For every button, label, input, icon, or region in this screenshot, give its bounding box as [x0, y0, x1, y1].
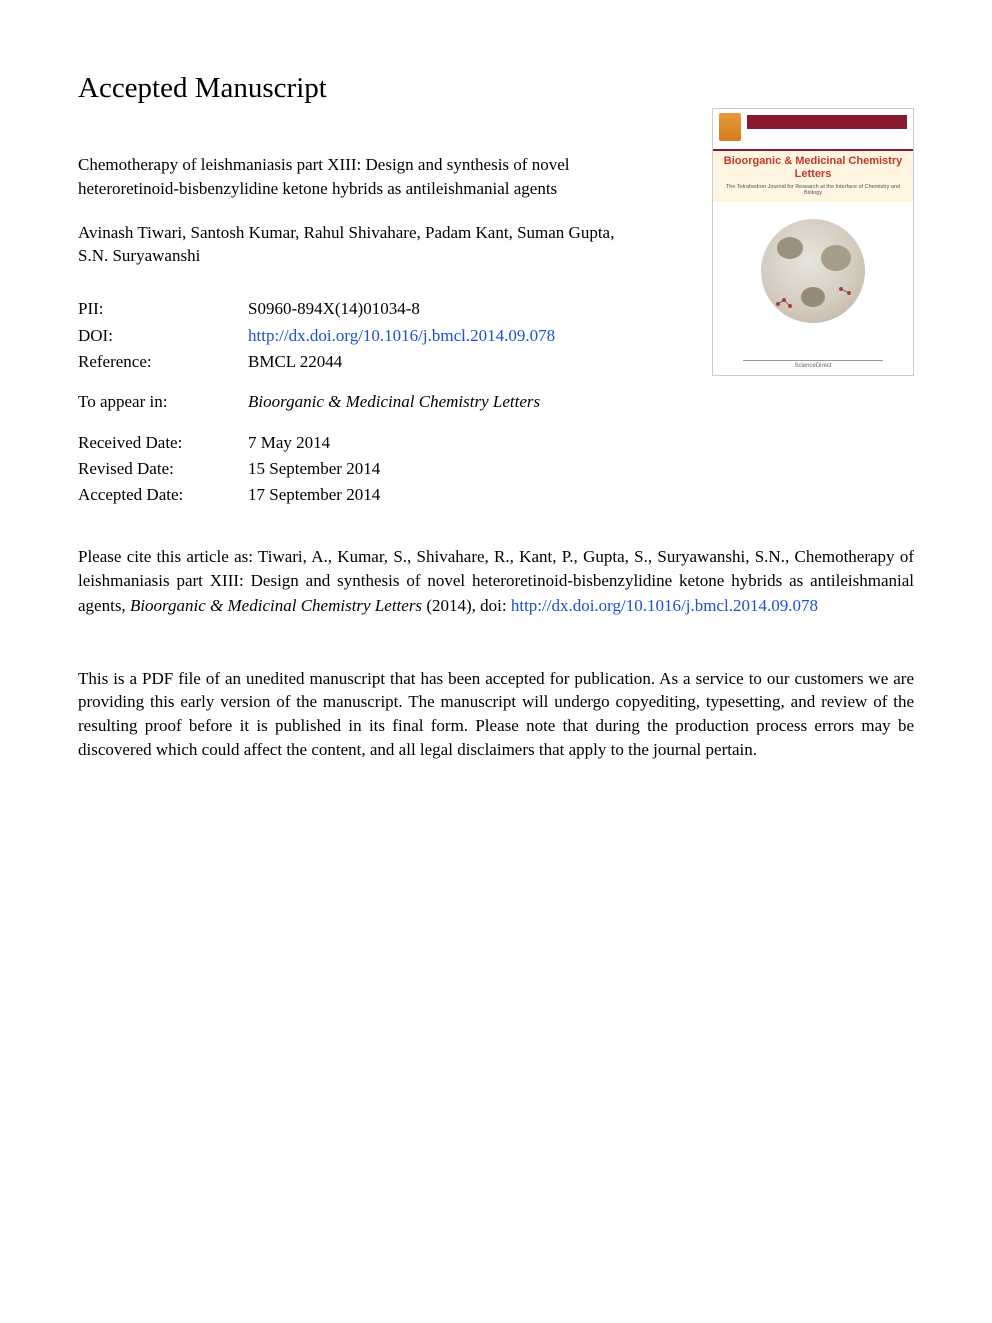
cover-footer: ScienceDirect	[713, 360, 913, 369]
cell-blob-icon	[777, 237, 803, 259]
doi-link[interactable]: http://dx.doi.org/10.1016/j.bmcl.2014.09…	[248, 326, 555, 345]
cover-journal-name: Bioorganic & Medicinal Chemistry Letters	[719, 155, 907, 181]
authors-list: Avinash Tiwari, Santosh Kumar, Rahul Shi…	[78, 221, 638, 269]
cite-year: (2014), doi:	[422, 596, 511, 615]
doi-label: DOI:	[78, 323, 248, 349]
accepted-label: Accepted Date:	[78, 482, 248, 508]
pii-label: PII:	[78, 296, 248, 322]
cell-blob-icon	[821, 245, 851, 271]
cover-divider	[743, 360, 883, 361]
cover-graphic	[713, 202, 913, 332]
journal-cover-thumbnail: Bioorganic & Medicinal Chemistry Letters…	[712, 108, 914, 376]
cite-doi-link[interactable]: http://dx.doi.org/10.1016/j.bmcl.2014.09…	[511, 596, 818, 615]
molecule-icon	[775, 297, 793, 311]
appear-label: To appear in:	[78, 389, 248, 415]
received-value: 7 May 2014	[248, 430, 330, 456]
molecule-icon	[837, 285, 855, 299]
citation-text: Please cite this article as: Tiwari, A.,…	[78, 545, 914, 619]
cell-blob-icon	[801, 287, 825, 307]
cover-title-band: Bioorganic & Medicinal Chemistry Letters…	[713, 149, 913, 202]
cover-subtitle: The Tetrahedron Journal for Research at …	[719, 184, 907, 196]
accepted-value: 17 September 2014	[248, 482, 380, 508]
revised-label: Revised Date:	[78, 456, 248, 482]
reference-value: BMCL 22044	[248, 349, 342, 375]
cite-journal: Bioorganic & Medicinal Chemistry Letters	[130, 596, 422, 615]
cover-cell-illustration	[761, 219, 865, 323]
doi-value: http://dx.doi.org/10.1016/j.bmcl.2014.09…	[248, 323, 555, 349]
received-label: Received Date:	[78, 430, 248, 456]
pii-value: S0960-894X(14)01034-8	[248, 296, 420, 322]
disclaimer-text: This is a PDF file of an unedited manusc…	[78, 667, 914, 762]
cover-brand-bar	[747, 115, 907, 129]
accepted-manuscript-heading: Accepted Manuscript	[78, 72, 914, 105]
sciencedirect-label: ScienceDirect	[794, 363, 831, 369]
reference-label: Reference:	[78, 349, 248, 375]
elsevier-tree-icon	[719, 113, 741, 141]
appear-value: Bioorganic & Medicinal Chemistry Letters	[248, 389, 540, 415]
revised-value: 15 September 2014	[248, 456, 380, 482]
cover-header	[713, 109, 913, 149]
article-title: Chemotherapy of leishmaniasis part XIII:…	[78, 153, 638, 201]
